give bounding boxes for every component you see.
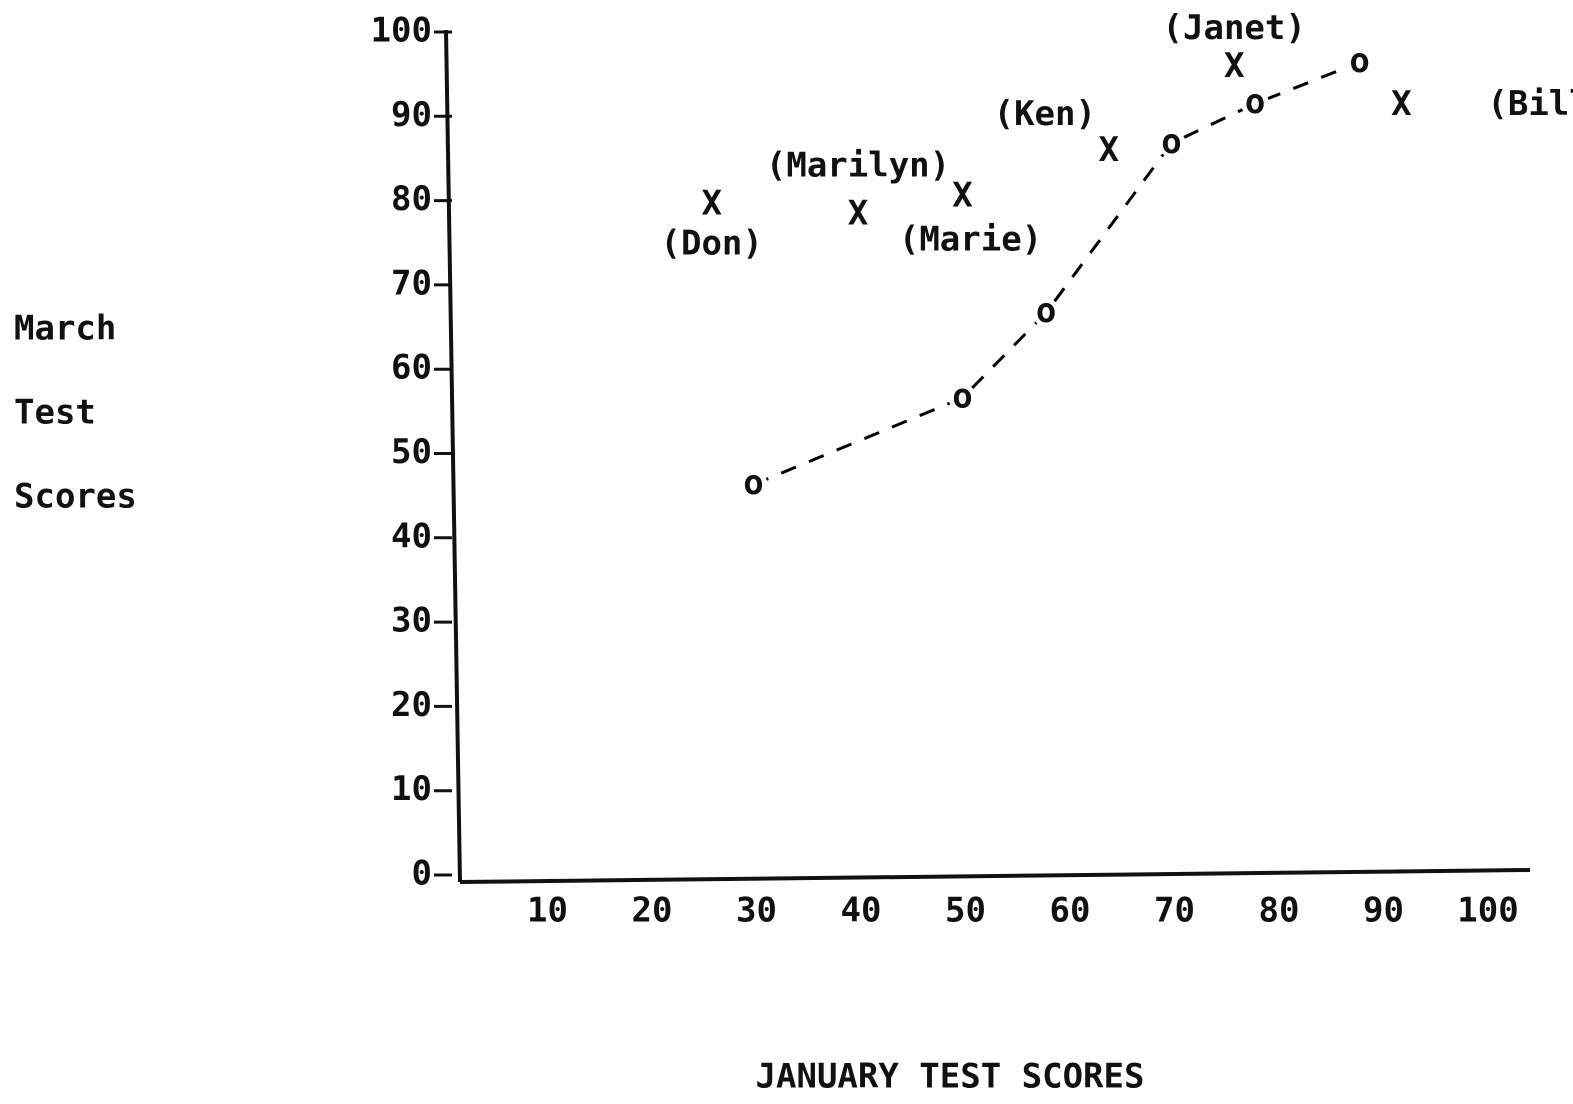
x-axis [459, 868, 1531, 884]
point-background [948, 383, 977, 412]
point-label: (Marilyn) [766, 145, 950, 185]
y-tick-label: 10 [391, 769, 432, 809]
point-marker: o [1036, 291, 1056, 331]
point-marker: o [952, 376, 972, 416]
x-axis-label: JANUARY TEST SCORES [756, 1057, 1145, 1097]
point-background [739, 470, 768, 499]
y-axis-label: March [14, 309, 116, 349]
point-marker: o [1161, 122, 1181, 162]
y-tick-label: 0 [412, 854, 432, 894]
point-marker: X [848, 193, 869, 233]
y-tick-label: 90 [391, 95, 432, 135]
point-marker: X [1391, 84, 1412, 124]
point-marker: X [701, 183, 722, 223]
y-tick-label: 80 [391, 179, 432, 219]
point-marker: X [1099, 130, 1120, 170]
y-axis [444, 29, 462, 883]
point-marker: o [743, 463, 763, 503]
point-label: (Janet) [1163, 8, 1306, 48]
point-label: (Marie) [899, 220, 1042, 260]
y-tick-label: 30 [391, 601, 432, 641]
y-tick-label: 20 [391, 685, 432, 725]
x-tick-label: 40 [841, 891, 882, 931]
x-tick-label: 10 [527, 891, 568, 931]
x-tick-label: 90 [1363, 891, 1404, 931]
y-axis-label: Test [14, 393, 96, 433]
point-label: (Don) [661, 223, 763, 263]
x-tick-label: 30 [736, 891, 777, 931]
point-marker: o [1349, 41, 1369, 81]
point-marker: X [1224, 46, 1245, 86]
point-label: (Bill) [1487, 84, 1573, 124]
point-marker: X [952, 176, 973, 216]
point-background [1241, 89, 1270, 118]
point-background [1157, 129, 1186, 158]
trend-line [752, 60, 1361, 487]
y-tick-label: 50 [391, 432, 432, 472]
x-tick-label: 80 [1259, 891, 1300, 931]
point-label: (Ken) [994, 94, 1096, 134]
x-tick-label: 60 [1050, 891, 1091, 931]
x-tick-label: 100 [1457, 891, 1518, 931]
y-tick-label: 60 [391, 348, 432, 388]
x-tick-label: 70 [1154, 891, 1195, 931]
y-axis-label: Scores [14, 477, 137, 517]
y-tick-label: 70 [391, 263, 432, 303]
x-tick-label: 20 [632, 891, 673, 931]
point-marker: o [1245, 82, 1265, 122]
x-tick-label: 50 [945, 891, 986, 931]
y-tick-label: 100 [371, 11, 432, 51]
point-background [1345, 48, 1374, 77]
point-background [1032, 298, 1061, 327]
y-tick-label: 40 [391, 516, 432, 556]
